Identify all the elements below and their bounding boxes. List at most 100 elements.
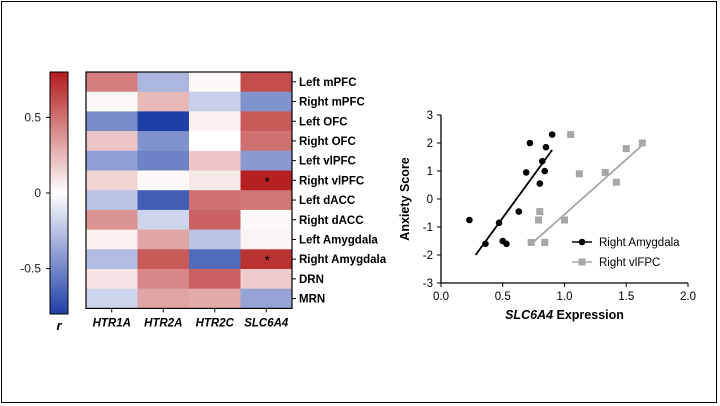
right-vlfpc-point bbox=[638, 139, 646, 147]
heatmap-cell bbox=[240, 229, 293, 250]
row-label: DRN bbox=[299, 274, 324, 286]
x-axis-label-rest: Expression bbox=[553, 308, 624, 322]
right-vlfpc-point bbox=[612, 178, 620, 186]
row-label: Right mPFC bbox=[299, 97, 365, 109]
row-label: Right Amygdala bbox=[299, 254, 387, 266]
right-amygdala-point bbox=[466, 216, 473, 224]
legend-label-right-vlfpc: Right vlFPC bbox=[599, 257, 660, 269]
right-amygdala-point bbox=[503, 240, 510, 248]
heatmap-cell bbox=[137, 150, 190, 171]
row-label: Left Amygdala bbox=[299, 234, 378, 246]
row-label: Left mPFC bbox=[299, 77, 357, 89]
colorbar-tick-label: 0.5 bbox=[24, 110, 41, 124]
heatmap-cell bbox=[137, 131, 190, 152]
heatmap-cell bbox=[137, 229, 190, 250]
heatmap-cell bbox=[240, 249, 293, 270]
colorbar-tick-label: 0 bbox=[34, 186, 41, 200]
heatmap-cell bbox=[137, 288, 190, 309]
heatmap-cell bbox=[137, 209, 190, 230]
colorbar-tick-label: -0.5 bbox=[20, 262, 41, 276]
significance-marker: * bbox=[265, 173, 271, 189]
right-vlfpc-fit-line bbox=[529, 142, 646, 246]
y-tick-label: -3 bbox=[423, 278, 433, 290]
x-axis-label: SLC6A4 Expression bbox=[505, 308, 624, 322]
row-label: Right OFC bbox=[299, 136, 356, 148]
right-amygdala-point bbox=[495, 219, 503, 227]
right-amygdala-point bbox=[536, 180, 544, 187]
y-tick-label: -2 bbox=[423, 250, 433, 262]
heatmap-cell bbox=[240, 269, 293, 289]
heatmap-cell bbox=[86, 229, 138, 250]
right-amygdala-point bbox=[522, 169, 530, 176]
heatmap-cell bbox=[86, 170, 138, 191]
heatmap-cell bbox=[189, 249, 241, 270]
heatmap-cell bbox=[189, 150, 241, 171]
heatmap-cell bbox=[137, 269, 190, 289]
row-label: Left dACC bbox=[299, 195, 355, 207]
heatmap-cell bbox=[86, 209, 138, 230]
heatmap-cell bbox=[86, 249, 138, 270]
right-vlfpc-point bbox=[601, 168, 609, 176]
heatmap-cell bbox=[240, 209, 293, 230]
column-label: HTR2C bbox=[196, 317, 235, 329]
heatmap-cell bbox=[137, 190, 190, 211]
heatmap-cell bbox=[240, 91, 293, 112]
right-amygdala-point bbox=[542, 143, 550, 151]
heatmap-cell bbox=[189, 190, 241, 211]
legend-marker-right-amygdala bbox=[578, 238, 586, 246]
x-tick-label: 0.5 bbox=[495, 291, 511, 303]
heatmap-cell bbox=[189, 288, 241, 309]
heatmap-cell bbox=[86, 131, 138, 152]
heatmap-cell bbox=[189, 170, 241, 191]
right-amygdala-fit-line bbox=[474, 149, 553, 256]
heatmap-cell bbox=[240, 190, 293, 211]
heatmap-cell bbox=[189, 111, 241, 132]
heatmap-cell bbox=[137, 249, 190, 270]
x-tick-label: 1.5 bbox=[618, 291, 634, 303]
heatmap-cell bbox=[189, 72, 241, 92]
right-amygdala-point bbox=[538, 157, 546, 165]
heatmap-cell bbox=[189, 131, 241, 152]
heatmap-cell bbox=[240, 150, 293, 171]
column-label: HTR1A bbox=[93, 317, 131, 329]
y-tick-label: 0 bbox=[427, 194, 433, 206]
heatmap-cell bbox=[137, 111, 190, 132]
right-amygdala-point bbox=[541, 167, 549, 175]
heatmap-cell bbox=[86, 269, 138, 289]
heatmap-cell bbox=[240, 288, 293, 309]
heatmap-cell bbox=[137, 170, 190, 191]
heatmap-cell bbox=[240, 170, 293, 191]
heatmap-cell bbox=[137, 91, 190, 112]
heatmap-cell bbox=[240, 131, 293, 152]
heatmap-cell bbox=[137, 72, 190, 92]
significance-marker: * bbox=[265, 252, 271, 268]
heatmap-border bbox=[85, 71, 293, 309]
heatmap-cell bbox=[86, 288, 138, 309]
y-tick-label: 1 bbox=[427, 166, 433, 178]
column-label: HTR2A bbox=[144, 317, 182, 329]
right-vlfpc-point bbox=[541, 238, 549, 246]
right-amygdala-point bbox=[515, 208, 523, 215]
y-axis-label: Anxiety Score bbox=[398, 157, 412, 240]
heatmap-cell bbox=[86, 150, 138, 171]
x-tick-label: 0.0 bbox=[433, 291, 449, 303]
legend-marker-right-vlfpc bbox=[578, 258, 586, 266]
heatmap-cell bbox=[189, 229, 241, 250]
row-label: Right vlPFC bbox=[299, 175, 364, 187]
heatmap-cell bbox=[86, 111, 138, 132]
heatmap-cell bbox=[189, 91, 241, 112]
y-tick-label: 3 bbox=[427, 110, 433, 122]
x-tick-label: 1.0 bbox=[557, 291, 573, 303]
y-tick-label: -1 bbox=[423, 222, 433, 234]
heatmap-cell bbox=[86, 91, 138, 112]
right-vlfpc-point bbox=[535, 216, 543, 224]
heatmap-cell bbox=[189, 269, 241, 289]
right-vlfpc-point bbox=[536, 208, 544, 216]
row-label: Left vlPFC bbox=[299, 156, 356, 168]
right-vlfpc-point bbox=[567, 131, 575, 139]
right-vlfpc-point bbox=[575, 170, 583, 178]
right-vlfpc-point bbox=[527, 238, 535, 246]
heatmap-cell bbox=[189, 209, 241, 230]
